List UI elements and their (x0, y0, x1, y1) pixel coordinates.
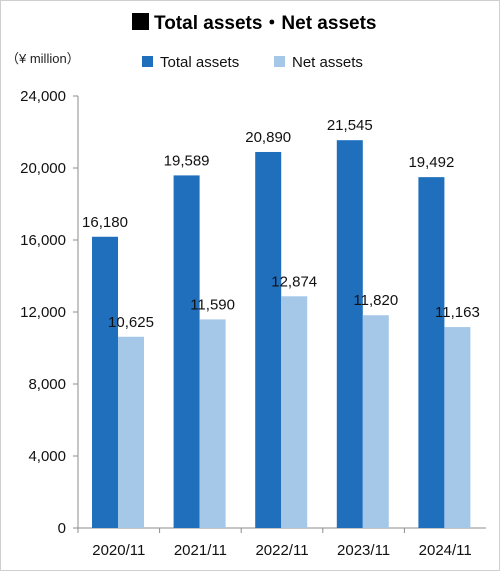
x-tick-label: 2020/11 (92, 542, 145, 559)
y-tick-label: 0 (58, 520, 66, 537)
data-label-net-assets: 11,590 (190, 296, 235, 313)
bar-total-assets (255, 151, 282, 529)
legend-swatch-total-assets (142, 56, 153, 67)
chart-title: Total assets・Net assets (154, 13, 376, 34)
x-tick-label: 2021/11 (174, 542, 227, 559)
x-tick-label: 2022/11 (255, 542, 308, 559)
data-label-total-assets: 16,180 (82, 214, 128, 231)
y-tick-label: 16,000 (20, 232, 66, 249)
bar-total-assets (92, 236, 118, 528)
y-tick-label: 8,000 (28, 376, 66, 393)
bar-net-assets (199, 319, 226, 528)
data-label-total-assets: 19,589 (164, 152, 210, 169)
bar-total-assets (418, 177, 445, 529)
bar-net-assets (362, 315, 389, 528)
data-label-net-assets: 11,820 (353, 292, 398, 309)
y-tick-label: 20,000 (20, 160, 66, 177)
data-label-total-assets: 21,545 (327, 117, 373, 134)
data-label-total-assets: 19,492 (408, 154, 454, 171)
bar-net-assets (444, 327, 471, 528)
data-label-net-assets: 10,625 (108, 314, 154, 331)
legend: Total assets Net assets (142, 54, 363, 71)
y-tick-label: 24,000 (20, 88, 66, 105)
x-tick-label: 2023/11 (337, 542, 390, 559)
y-tick-label: 12,000 (20, 304, 66, 321)
legend-label-total-assets: Total assets (160, 54, 239, 71)
data-label-net-assets: 11,163 (435, 304, 480, 321)
axes: 0 4,000 8,000 12,000 16,000 20,000 24,000 2020/… (20, 88, 486, 559)
title-square-icon (132, 13, 149, 30)
unit-label: （¥ million） (6, 51, 80, 66)
y-tick-label: 4,000 (28, 448, 66, 465)
data-label-net-assets: 12,874 (271, 273, 317, 290)
legend-label-net-assets: Net assets (292, 54, 363, 71)
bar-total-assets (173, 175, 200, 528)
chart-title-group: Total assets・Net assets (132, 13, 376, 34)
data-labels: 16,180 10,625 19,589 11,590 20,890 12,874 21,5… (82, 117, 480, 331)
x-tick-label: 2024/11 (419, 542, 472, 559)
legend-swatch-net-assets (274, 56, 285, 67)
bar-net-assets (281, 296, 308, 528)
bar-net-assets (118, 336, 144, 528)
bars (92, 140, 471, 529)
bar-total-assets (336, 140, 363, 528)
data-label-total-assets: 20,890 (245, 129, 291, 146)
